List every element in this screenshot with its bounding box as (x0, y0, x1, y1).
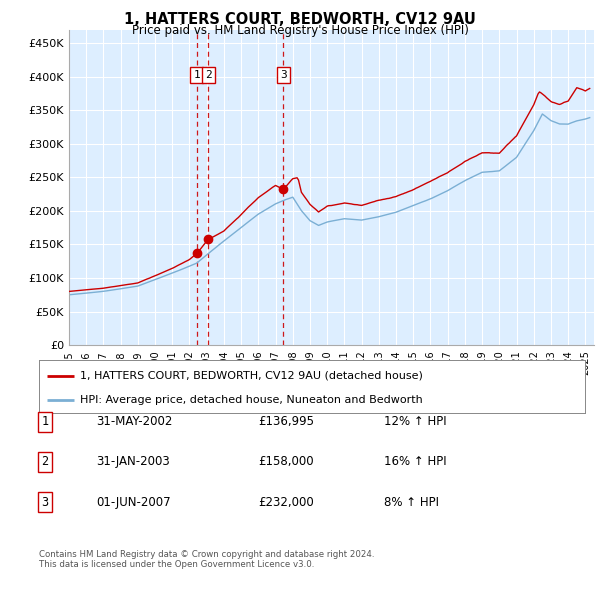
Text: £232,000: £232,000 (258, 496, 314, 509)
Text: 2: 2 (205, 70, 211, 80)
Text: 2: 2 (41, 455, 49, 468)
Text: 31-JAN-2003: 31-JAN-2003 (96, 455, 170, 468)
Text: 16% ↑ HPI: 16% ↑ HPI (384, 455, 446, 468)
Text: £136,995: £136,995 (258, 415, 314, 428)
Text: HPI: Average price, detached house, Nuneaton and Bedworth: HPI: Average price, detached house, Nune… (80, 395, 422, 405)
Text: 3: 3 (41, 496, 49, 509)
Text: Contains HM Land Registry data © Crown copyright and database right 2024.
This d: Contains HM Land Registry data © Crown c… (39, 550, 374, 569)
Text: 1: 1 (41, 415, 49, 428)
Text: 12% ↑ HPI: 12% ↑ HPI (384, 415, 446, 428)
Text: 31-MAY-2002: 31-MAY-2002 (96, 415, 172, 428)
Text: 01-JUN-2007: 01-JUN-2007 (96, 496, 170, 509)
Text: 1: 1 (193, 70, 200, 80)
Text: £158,000: £158,000 (258, 455, 314, 468)
Text: Price paid vs. HM Land Registry's House Price Index (HPI): Price paid vs. HM Land Registry's House … (131, 24, 469, 37)
Text: 3: 3 (280, 70, 287, 80)
Text: 1, HATTERS COURT, BEDWORTH, CV12 9AU (detached house): 1, HATTERS COURT, BEDWORTH, CV12 9AU (de… (80, 371, 423, 381)
Text: 1, HATTERS COURT, BEDWORTH, CV12 9AU: 1, HATTERS COURT, BEDWORTH, CV12 9AU (124, 12, 476, 27)
Text: 8% ↑ HPI: 8% ↑ HPI (384, 496, 439, 509)
